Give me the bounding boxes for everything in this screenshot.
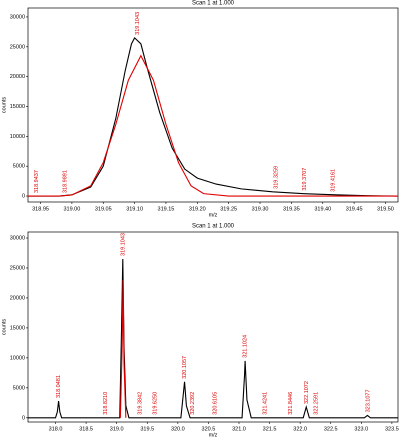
- y-tick-label: 5000: [13, 385, 25, 391]
- peak-label: 319.6250: [152, 392, 158, 415]
- peak-label: 321.8446: [288, 392, 294, 415]
- y-tick-label: 20000: [10, 295, 25, 301]
- x-tick-label: 319.40: [314, 206, 331, 212]
- spectrum-line: [28, 36, 399, 197]
- peak-label: 319.3842: [138, 392, 144, 415]
- x-tick-label: 319.10: [126, 206, 143, 212]
- x-tick-label: 319.35: [283, 206, 300, 212]
- y-tick-label: 25000: [10, 44, 25, 50]
- peak-label: 321.4241: [262, 392, 268, 415]
- peak-label: 319.4161: [330, 169, 336, 192]
- y-tick-label: 25000: [10, 265, 25, 271]
- x-tick-label: 320.0: [171, 426, 185, 432]
- chart-title: Scan 1 at 1.000: [192, 1, 235, 7]
- y-tick-label: 0: [22, 415, 25, 421]
- x-tick-label: 318.95: [32, 206, 49, 212]
- y-tick-label: 0: [22, 193, 25, 199]
- spectrum-line: [119, 279, 127, 418]
- peak-label: 319.1043: [121, 233, 127, 256]
- peak-label: 320.2392: [190, 392, 196, 415]
- peak-label: 322.1072: [304, 381, 310, 404]
- y-axis-label: counts: [1, 97, 7, 113]
- peak-label: 319.3707: [302, 168, 308, 191]
- x-tick-label: 319.15: [158, 206, 175, 212]
- x-tick-label: 319.25: [220, 206, 237, 212]
- y-tick-label: 20000: [10, 74, 25, 80]
- x-tick-label: 323.0: [354, 426, 368, 432]
- x-tick-label: 318.0: [49, 426, 63, 432]
- peak-label: 319.1043: [135, 12, 141, 35]
- x-axis-label: m/z: [209, 212, 218, 218]
- x-axis-label: m/z: [209, 432, 218, 438]
- y-tick-label: 5000: [13, 164, 25, 170]
- y-tick-label: 15000: [10, 325, 25, 331]
- x-tick-label: 322.5: [324, 426, 338, 432]
- x-tick-label: 319.45: [346, 206, 363, 212]
- y-axis-label: counts: [1, 319, 7, 335]
- y-tick-label: 15000: [10, 104, 25, 110]
- x-tick-label: 319.05: [95, 206, 112, 212]
- plot-frame: [27, 231, 399, 423]
- peak-label: 318.0481: [56, 375, 62, 398]
- x-tick-label: 319.30: [252, 206, 269, 212]
- peak-label: 318.9437: [34, 170, 40, 193]
- x-tick-label: 321.5: [263, 426, 277, 432]
- peak-label: 320.6105: [213, 392, 219, 415]
- peak-label: 323.1077: [365, 389, 371, 412]
- x-tick-label: 319.20: [189, 206, 206, 212]
- y-tick-label: 30000: [10, 235, 25, 241]
- x-tick-label: 320.5: [202, 426, 216, 432]
- plot-frame: [27, 7, 399, 203]
- peak-label: 322.2591: [313, 392, 319, 415]
- x-tick-label: 321.0: [232, 426, 246, 432]
- x-tick-label: 319.50: [377, 206, 394, 212]
- x-tick-label: 319.0: [110, 426, 124, 432]
- y-tick-label: 10000: [10, 355, 25, 361]
- y-tick-label: 10000: [10, 134, 25, 140]
- peak-label: 318.8210: [103, 392, 109, 415]
- x-tick-label: 319.00: [63, 206, 80, 212]
- spectrum-line: [28, 258, 398, 419]
- x-tick-label: 318.5: [79, 426, 93, 432]
- peak-label: 318.9891: [63, 170, 69, 193]
- peak-label: 321.1024: [243, 335, 249, 358]
- x-tick-label: 323.5: [385, 426, 399, 432]
- peak-label: 320.1057: [182, 356, 188, 379]
- y-tick-label: 30000: [10, 14, 25, 20]
- chart-title: Scan 1 at 1.000: [192, 224, 235, 230]
- x-tick-label: 319.5: [140, 426, 154, 432]
- peak-label: 319.3259: [274, 166, 280, 189]
- x-tick-label: 322.0: [293, 426, 307, 432]
- spectrum-line: [28, 54, 398, 197]
